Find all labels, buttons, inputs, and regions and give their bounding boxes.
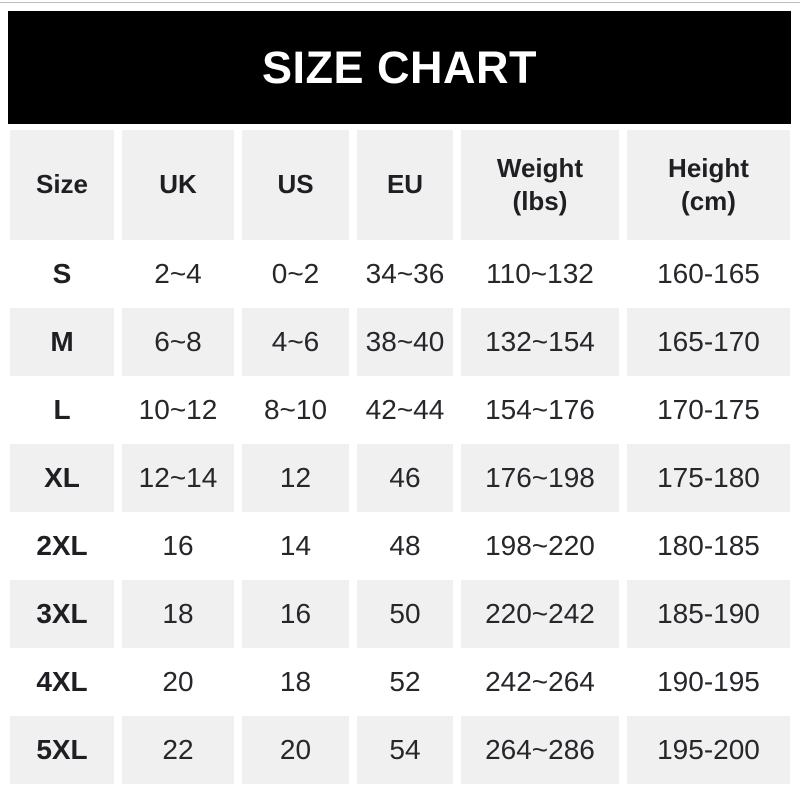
value-cell: 154~176: [453, 376, 619, 444]
value-cell: 0~2: [234, 240, 349, 308]
value-cell: 8~10: [234, 376, 349, 444]
value-cell: 190-195: [619, 648, 790, 716]
table-row-s: S 2~4 0~2 34~36 110~132 160-165: [10, 240, 790, 308]
column-header-weight: Weight (lbs): [453, 130, 619, 240]
size-label: 4XL: [36, 666, 88, 697]
column-header-size: Size: [10, 130, 114, 240]
size-chart-table: Size UK US EU Weight (lbs) Height (cm) S 2~4 0~…: [10, 130, 790, 784]
top-border-line: [0, 2, 800, 3]
value-cell: 34~36: [349, 240, 453, 308]
value-cell: 52: [349, 648, 453, 716]
column-header-uk: UK: [114, 130, 234, 240]
table-row-m: M 6~8 4~6 38~40 132~154 165-170: [10, 308, 790, 376]
size-label: XL: [10, 444, 114, 512]
value-cell: 170-175: [619, 376, 790, 444]
value-cell: 16: [114, 512, 234, 580]
value-cell: 4~6: [234, 308, 349, 376]
table-row-l: L 10~12 8~10 42~44 154~176 170-175: [10, 376, 790, 444]
value-cell: 180-185: [619, 512, 790, 580]
table-row-2xl: 2XL 16 14 48 198~220 180-185: [10, 512, 790, 580]
size-label: 5XL: [10, 716, 114, 784]
value-cell: 10~12: [114, 376, 234, 444]
value-cell: 132~154: [453, 308, 619, 376]
value-cell: 110~132: [453, 240, 619, 308]
value-cell: 22: [114, 716, 234, 784]
value-cell: 264~286: [453, 716, 619, 784]
value-cell: 18: [114, 580, 234, 648]
table-row-4xl: 4XL 20 18 52 242~264 190-195: [10, 648, 790, 716]
value-cell: 198~220: [453, 512, 619, 580]
size-label: S: [52, 258, 72, 289]
value-cell: 165-170: [619, 308, 790, 376]
value-cell: 18: [234, 648, 349, 716]
value-cell: 16: [234, 580, 349, 648]
value-cell: 54: [349, 716, 453, 784]
value-cell: 6~8: [114, 308, 234, 376]
value-cell: 195-200: [619, 716, 790, 784]
size-label: 3XL: [10, 580, 114, 648]
value-cell: 38~40: [349, 308, 453, 376]
value-cell: 160-165: [619, 240, 790, 308]
value-cell: 14: [234, 512, 349, 580]
value-cell: 20: [114, 648, 234, 716]
table-row-3xl: 3XL 18 16 50 220~242 185-190: [10, 580, 790, 648]
size-label: M: [10, 308, 114, 376]
value-cell: 20: [234, 716, 349, 784]
value-cell: 46: [349, 444, 453, 512]
column-header-eu: EU: [349, 130, 453, 240]
value-cell: 220~242: [453, 580, 619, 648]
table-row-xl: XL 12~14 12 46 176~198 175-180: [10, 444, 790, 512]
page-title: SIZE CHART: [262, 41, 537, 93]
header-row: Size UK US EU Weight (lbs) Height (cm): [10, 130, 790, 240]
table-body: S 2~4 0~2 34~36 110~132 160-165 M 6~8 4~6 38~40 13…: [10, 240, 790, 784]
value-cell: 176~198: [453, 444, 619, 512]
value-cell: 50: [349, 580, 453, 648]
value-cell: 12~14: [114, 444, 234, 512]
title-banner: SIZE CHART: [8, 11, 791, 124]
table-row-5xl: 5XL 22 20 54 264~286 195-200: [10, 716, 790, 784]
size-label: L: [53, 394, 71, 425]
size-label: 2XL: [36, 530, 88, 561]
value-cell: 175-180: [619, 444, 790, 512]
column-header-us: US: [234, 130, 349, 240]
value-cell: 185-190: [619, 580, 790, 648]
column-header-height: Height (cm): [619, 130, 790, 240]
value-cell: 2~4: [114, 240, 234, 308]
value-cell: 12: [234, 444, 349, 512]
value-cell: 48: [349, 512, 453, 580]
value-cell: 242~264: [453, 648, 619, 716]
value-cell: 42~44: [349, 376, 453, 444]
